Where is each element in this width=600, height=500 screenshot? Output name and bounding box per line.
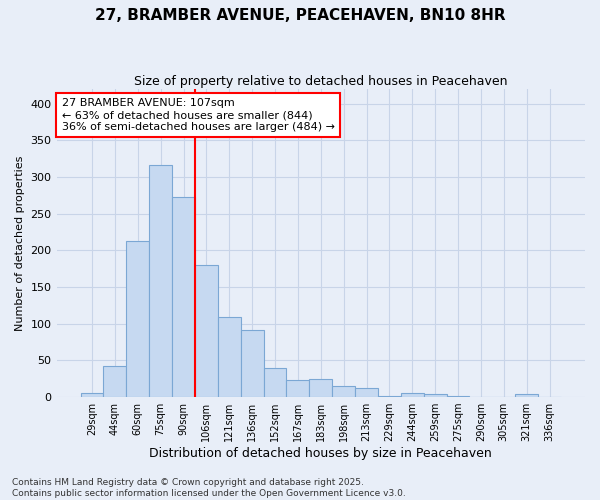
Bar xyxy=(446,396,469,397)
Bar xyxy=(241,330,263,397)
Text: 27, BRAMBER AVENUE, PEACEHAVEN, BN10 8HR: 27, BRAMBER AVENUE, PEACEHAVEN, BN10 8HR xyxy=(95,8,505,22)
Bar xyxy=(424,394,446,397)
Bar xyxy=(332,386,355,397)
Bar xyxy=(80,394,103,397)
Bar xyxy=(355,388,378,397)
Bar xyxy=(103,366,127,397)
Bar xyxy=(515,394,538,397)
Y-axis label: Number of detached properties: Number of detached properties xyxy=(15,156,25,331)
Bar xyxy=(310,379,332,397)
Bar xyxy=(149,166,172,397)
Text: 27 BRAMBER AVENUE: 107sqm
← 63% of detached houses are smaller (844)
36% of semi: 27 BRAMBER AVENUE: 107sqm ← 63% of detac… xyxy=(62,98,335,132)
Bar xyxy=(127,241,149,397)
Bar xyxy=(218,317,241,397)
Bar xyxy=(401,394,424,397)
Bar xyxy=(263,368,286,397)
X-axis label: Distribution of detached houses by size in Peacehaven: Distribution of detached houses by size … xyxy=(149,447,492,460)
Title: Size of property relative to detached houses in Peacehaven: Size of property relative to detached ho… xyxy=(134,75,508,88)
Bar xyxy=(286,380,310,397)
Bar xyxy=(172,197,195,397)
Text: Contains HM Land Registry data © Crown copyright and database right 2025.
Contai: Contains HM Land Registry data © Crown c… xyxy=(12,478,406,498)
Bar xyxy=(195,265,218,397)
Bar xyxy=(378,396,401,397)
